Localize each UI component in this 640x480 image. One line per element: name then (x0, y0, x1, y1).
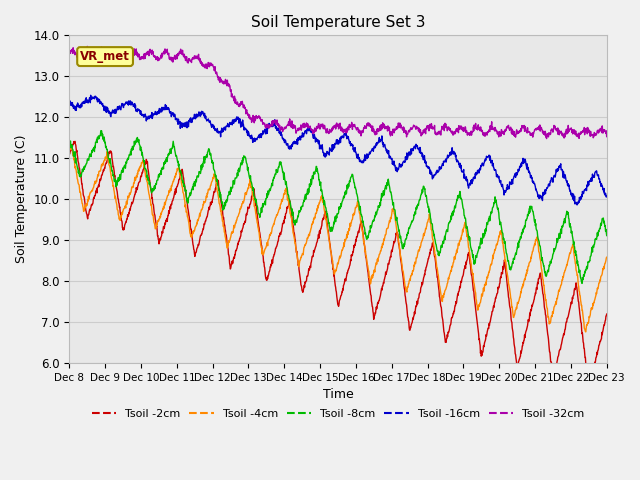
Tsoil -32cm (603, 134, 611, 140)
Tsoil -4cm (603, 254, 611, 260)
Tsoil -32cm (422, 131, 429, 137)
Tsoil -32cm (492, 126, 500, 132)
Tsoil -8cm (422, 192, 429, 198)
Tsoil -4cm (582, 329, 589, 335)
Tsoil -16cm (246, 133, 253, 139)
Line: Tsoil -8cm: Tsoil -8cm (69, 131, 607, 283)
Tsoil -8cm (492, 200, 500, 205)
Tsoil -32cm (83, 44, 91, 49)
Text: VR_met: VR_met (80, 50, 130, 63)
Tsoil -4cm (186, 223, 193, 229)
Tsoil -16cm (172, 117, 180, 122)
Tsoil -16cm (186, 119, 193, 124)
Tsoil -2cm (186, 214, 193, 220)
Tsoil -16cm (87, 92, 95, 98)
Tsoil -2cm (246, 205, 253, 211)
Tsoil -2cm (422, 268, 429, 274)
Line: Tsoil -4cm: Tsoil -4cm (69, 146, 607, 332)
Legend: Tsoil -2cm, Tsoil -4cm, Tsoil -8cm, Tsoil -16cm, Tsoil -32cm: Tsoil -2cm, Tsoil -4cm, Tsoil -8cm, Tsoi… (88, 404, 589, 423)
X-axis label: Time: Time (323, 388, 353, 401)
Tsoil -4cm (246, 182, 253, 188)
Tsoil -2cm (603, 311, 611, 317)
Tsoil -16cm (422, 160, 429, 166)
Tsoil -4cm (172, 172, 180, 178)
Tsoil -32cm (246, 112, 253, 118)
Tsoil -8cm (246, 174, 253, 180)
Tsoil -2cm (540, 292, 547, 298)
Tsoil -32cm (540, 128, 547, 134)
Line: Tsoil -32cm: Tsoil -32cm (69, 47, 607, 139)
Tsoil -4cm (65, 147, 73, 153)
Tsoil -16cm (492, 167, 500, 173)
Tsoil -8cm (603, 233, 611, 239)
Tsoil -8cm (172, 153, 180, 158)
Tsoil -32cm (543, 136, 550, 142)
Tsoil -4cm (540, 277, 547, 283)
Tsoil -8cm (186, 193, 193, 199)
Tsoil -8cm (540, 261, 547, 266)
Line: Tsoil -2cm: Tsoil -2cm (69, 142, 607, 389)
Y-axis label: Soil Temperature (C): Soil Temperature (C) (15, 135, 28, 264)
Tsoil -16cm (573, 202, 581, 208)
Tsoil -4cm (422, 226, 429, 231)
Tsoil -32cm (186, 58, 193, 63)
Tsoil -4cm (67, 144, 75, 149)
Tsoil -16cm (65, 99, 73, 105)
Tsoil -8cm (578, 280, 586, 286)
Tsoil -16cm (540, 190, 547, 195)
Tsoil -2cm (492, 296, 500, 301)
Tsoil -2cm (172, 187, 180, 192)
Tsoil -32cm (65, 49, 73, 55)
Tsoil -2cm (585, 386, 593, 392)
Tsoil -8cm (65, 139, 73, 144)
Tsoil -8cm (98, 128, 106, 133)
Line: Tsoil -16cm: Tsoil -16cm (69, 95, 607, 205)
Title: Soil Temperature Set 3: Soil Temperature Set 3 (251, 15, 426, 30)
Tsoil -16cm (603, 193, 611, 199)
Tsoil -2cm (71, 139, 79, 144)
Tsoil -32cm (172, 55, 180, 60)
Tsoil -2cm (65, 151, 73, 157)
Tsoil -4cm (492, 245, 500, 251)
